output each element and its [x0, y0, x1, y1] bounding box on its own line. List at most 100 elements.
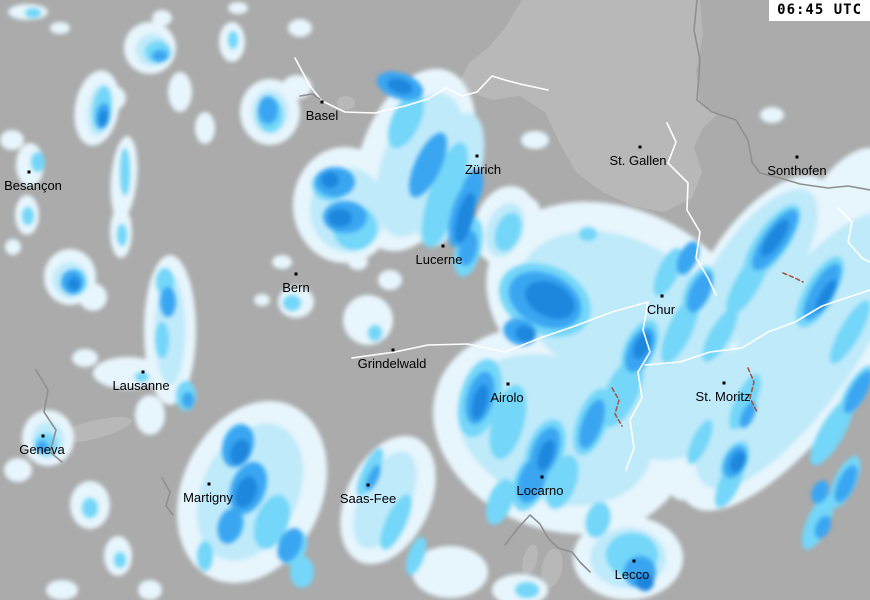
- border-gray: [504, 514, 591, 573]
- precipitation-cell: [328, 209, 352, 227]
- precipitation-cell: [168, 72, 192, 112]
- city-label: Lucerne: [416, 252, 463, 267]
- precipitation-cell: [844, 370, 870, 414]
- precipitation-cell: [197, 541, 213, 571]
- precipitation-cell: [79, 283, 107, 311]
- city-label: Lecco: [615, 567, 650, 582]
- precipitation-cell: [810, 398, 854, 466]
- precipitation-cell: [802, 147, 870, 253]
- precipitation-cell: [761, 219, 789, 257]
- city-marker: Airolo: [490, 382, 524, 405]
- city-markers-layer: Basel Zürich St. Gallen Sonthofen Besançon Lu…: [4, 100, 827, 582]
- precipitation-cell: [31, 152, 45, 172]
- precipitation-cell: [114, 552, 126, 568]
- precipitation-cell: [254, 495, 290, 549]
- precipitation-cell: [138, 580, 162, 600]
- city-dot: [795, 155, 799, 159]
- precipitation-cell: [579, 399, 605, 449]
- precipitation-cell: [290, 556, 314, 588]
- city-dot: [27, 170, 31, 174]
- precipitation-cell: [135, 372, 149, 382]
- city-dot: [141, 370, 145, 374]
- country-borders-layer: [35, 0, 870, 573]
- border-red_dashed: [611, 387, 623, 427]
- precipitation-cell: [378, 270, 402, 290]
- border-white: [294, 57, 549, 114]
- border-red_dashed: [782, 272, 804, 283]
- precipitation-cell: [814, 515, 832, 539]
- precipitation-cell: [486, 479, 514, 525]
- city-label: Geneva: [19, 442, 65, 457]
- precipitation-cell: [22, 207, 34, 225]
- city-label: Zürich: [465, 162, 501, 177]
- city-marker: Saas-Fee: [340, 483, 396, 506]
- precipitation-cell: [515, 325, 535, 343]
- city-dot: [366, 483, 370, 487]
- precipitation-cell: [653, 248, 683, 296]
- city-label: Chur: [647, 302, 676, 317]
- precipitation-cell: [155, 322, 169, 358]
- city-marker: Bern: [282, 272, 310, 295]
- precipitation-cell: [282, 75, 312, 99]
- city-marker: Basel: [306, 100, 339, 123]
- precipitation-cell: [525, 281, 575, 319]
- precipitation-cell: [283, 295, 301, 311]
- precipitation-cell: [515, 582, 539, 598]
- precipitation-cell: [152, 10, 172, 26]
- city-dot: [632, 559, 636, 563]
- precipitation-cell: [815, 280, 837, 312]
- precipitation-cell: [494, 212, 522, 252]
- timestamp-text: 06:45 UTC: [777, 2, 862, 18]
- city-dot: [320, 100, 324, 104]
- precipitation-cell: [760, 107, 784, 123]
- city-label: Besançon: [4, 178, 62, 193]
- city-marker: Geneva: [19, 434, 66, 457]
- city-marker: Zürich: [465, 154, 501, 177]
- city-marker: Besançon: [4, 170, 62, 193]
- city-label: Sonthofen: [767, 163, 826, 178]
- city-dot: [207, 482, 211, 486]
- precipitation-cell: [702, 308, 738, 362]
- precipitation-cell: [46, 580, 78, 600]
- precipitation-cell: [288, 19, 312, 37]
- precipitation-cell: [471, 384, 489, 420]
- precipitation-cell: [68, 277, 80, 291]
- precipitation-cell: [50, 22, 70, 34]
- city-label: St. Moritz: [696, 389, 751, 404]
- city-label: Grindelwald: [358, 356, 427, 371]
- city-label: Basel: [306, 108, 339, 123]
- precipitation-cell: [687, 419, 713, 465]
- precipitation-cell: [228, 31, 238, 49]
- precipitation-cell: [98, 110, 108, 126]
- city-label: Locarno: [517, 483, 564, 498]
- precipitation-cell: [811, 480, 829, 504]
- city-dot: [441, 244, 445, 248]
- border-gray: [161, 477, 174, 516]
- precipitation-cell: [258, 96, 278, 124]
- city-dot: [660, 294, 664, 298]
- precipitation-cell: [545, 455, 579, 509]
- precipitation-cell: [72, 349, 98, 367]
- precipitation-cell: [405, 537, 427, 575]
- city-dot: [391, 348, 395, 352]
- precipitation-cell: [120, 148, 130, 196]
- city-marker: St. Moritz: [696, 381, 751, 404]
- precipitation-cell: [135, 395, 165, 435]
- city-label: St. Gallen: [609, 153, 666, 168]
- border-white: [351, 301, 649, 359]
- precipitation-cell: [235, 476, 257, 508]
- light-region: [460, 0, 718, 212]
- precipitation-cell: [422, 142, 468, 248]
- city-dot: [638, 145, 642, 149]
- lake-shape: [337, 96, 355, 110]
- city-dot: [475, 154, 479, 158]
- precipitation-cell: [489, 385, 527, 459]
- precipitation-cell: [25, 8, 41, 18]
- border-gray: [693, 0, 870, 191]
- border-white: [625, 301, 651, 471]
- city-dot: [506, 382, 510, 386]
- precipitation-cell: [454, 192, 476, 244]
- precipitation-cell: [730, 451, 746, 473]
